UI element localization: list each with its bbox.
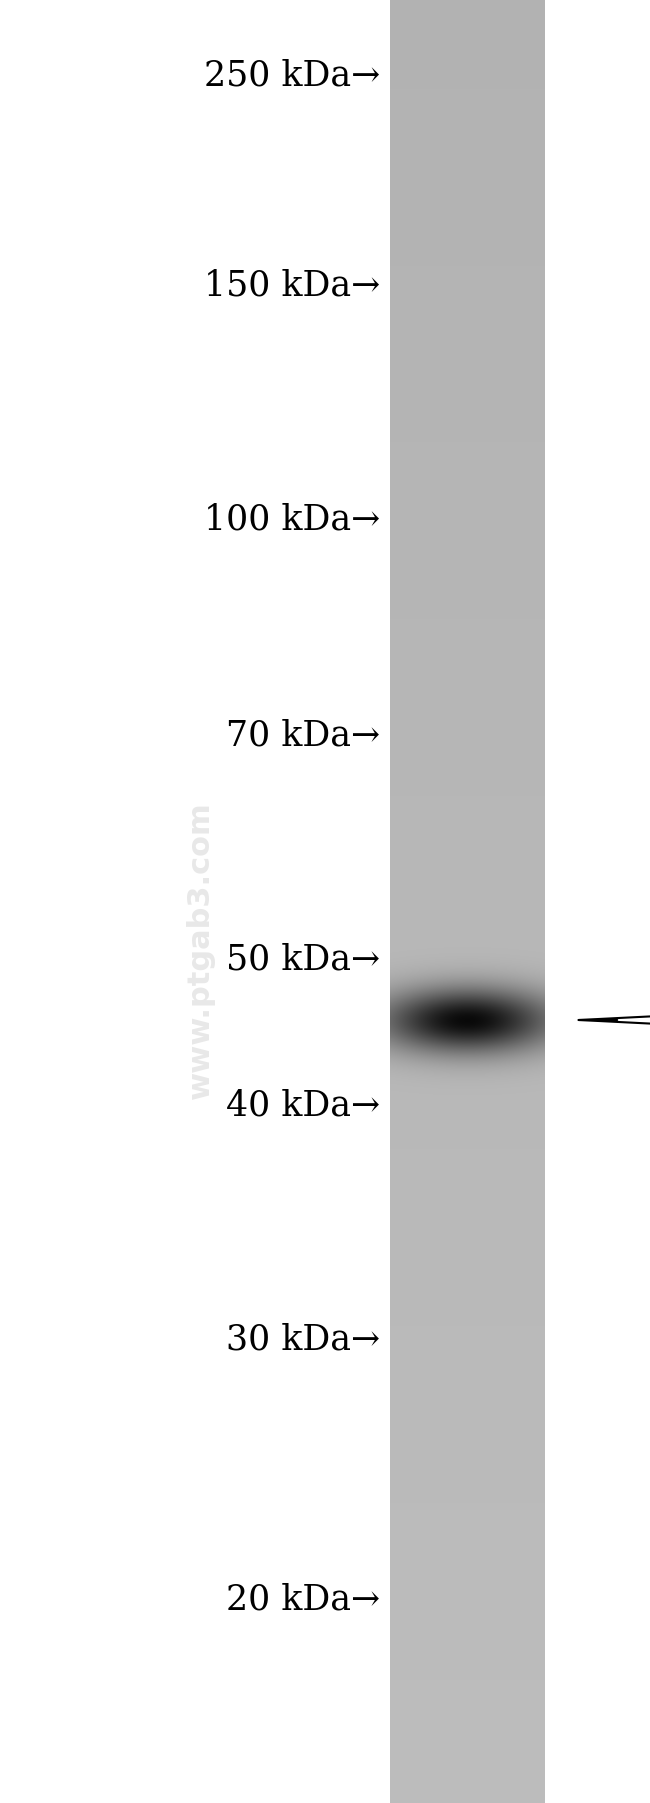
Text: www.ptgab3.com: www.ptgab3.com <box>185 801 214 1098</box>
Text: 150 kDa→: 150 kDa→ <box>203 269 380 301</box>
Text: 30 kDa→: 30 kDa→ <box>226 1323 380 1358</box>
Text: 250 kDa→: 250 kDa→ <box>203 58 380 92</box>
Text: 70 kDa→: 70 kDa→ <box>226 718 380 752</box>
Text: 50 kDa→: 50 kDa→ <box>226 943 380 977</box>
Text: 40 kDa→: 40 kDa→ <box>226 1087 380 1121</box>
Text: 100 kDa→: 100 kDa→ <box>203 503 380 537</box>
Text: 20 kDa→: 20 kDa→ <box>226 1583 380 1617</box>
